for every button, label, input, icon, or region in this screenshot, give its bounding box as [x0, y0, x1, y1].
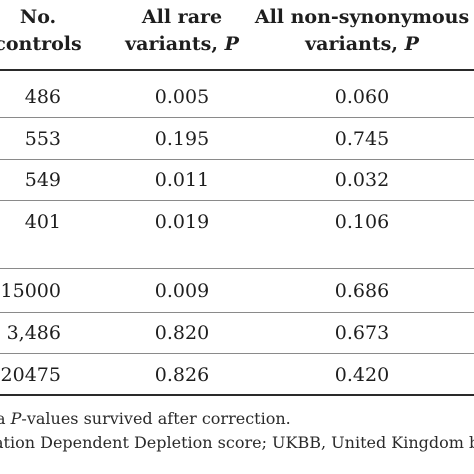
row-divider — [0, 200, 474, 201]
cell-controls: 15000 — [0, 280, 61, 302]
header-controls-line2: controls — [0, 33, 82, 55]
header-all-rare: All rare variants, P — [112, 4, 252, 58]
cell-controls: 3,486 — [6, 322, 61, 344]
row-divider — [0, 353, 474, 354]
cell-non-synonymous: 0.686 — [334, 280, 390, 302]
header-non-synonymous: All non-synonymous variants, P — [246, 4, 474, 58]
cell-all-rare: 0.009 — [154, 280, 210, 302]
cell-controls: 486 — [24, 86, 61, 108]
cell-non-synonymous: 0.032 — [334, 169, 390, 191]
header-non-synonymous-line1: All non-synonymous — [254, 6, 470, 28]
row-divider — [0, 312, 474, 313]
cell-all-rare: 0.820 — [154, 322, 210, 344]
cell-controls: 20475 — [0, 364, 61, 386]
header-all-rare-line1: All rare — [141, 6, 223, 28]
cell-non-synonymous: 0.106 — [334, 211, 390, 233]
table-header: No. controls All rare variants, P All no… — [0, 0, 474, 70]
cell-non-synonymous: 0.060 — [334, 86, 390, 108]
table-row: 20475 0.826 0.420 — [0, 362, 474, 388]
footnote-correction: a P-values survived after correction. — [0, 409, 291, 429]
row-divider — [0, 268, 474, 269]
cell-controls: 401 — [24, 211, 61, 233]
cell-all-rare: 0.011 — [154, 169, 210, 191]
header-non-synonymous-line2-text: variants, — [305, 33, 405, 55]
footnote-marker: a — [0, 409, 6, 428]
cell-non-synonymous: 0.673 — [334, 322, 390, 344]
header-non-synonymous-line2: variants, P — [246, 31, 474, 58]
table-row: 3,486 0.820 0.673 — [0, 320, 474, 346]
header-all-rare-line2: variants, P — [112, 31, 252, 58]
footnote-p-italic: P — [10, 409, 22, 428]
cell-all-rare: 0.005 — [154, 86, 210, 108]
cell-all-rare: 0.826 — [154, 364, 210, 386]
cell-all-rare: 0.195 — [154, 128, 210, 150]
cell-all-rare: 0.019 — [154, 211, 210, 233]
cell-controls: 553 — [24, 128, 61, 150]
cell-controls: 549 — [24, 169, 61, 191]
row-divider — [0, 117, 474, 118]
cell-non-synonymous: 0.420 — [334, 364, 390, 386]
cell-non-synonymous: 0.745 — [334, 128, 390, 150]
header-rule — [0, 69, 474, 71]
table-row: 486 0.005 0.060 — [0, 84, 474, 110]
footnote-correction-text: -values survived after correction. — [21, 409, 291, 428]
table-row: 549 0.011 0.032 — [0, 167, 474, 193]
header-controls: No. controls — [0, 4, 116, 58]
table-row: 401 0.019 0.106 — [0, 209, 474, 235]
table-bottom-rule — [0, 394, 474, 396]
header-controls-line1: No. — [19, 6, 57, 28]
header-all-rare-p: P — [224, 33, 239, 55]
row-divider — [0, 159, 474, 160]
table-row: 15000 0.009 0.686 — [0, 278, 474, 304]
table-row: 553 0.195 0.745 — [0, 126, 474, 152]
footnote-abbreviations: ation Dependent Depletion score; UKBB, U… — [0, 433, 474, 452]
header-all-rare-line2-text: variants, — [125, 33, 225, 55]
header-non-synonymous-p: P — [404, 33, 419, 55]
